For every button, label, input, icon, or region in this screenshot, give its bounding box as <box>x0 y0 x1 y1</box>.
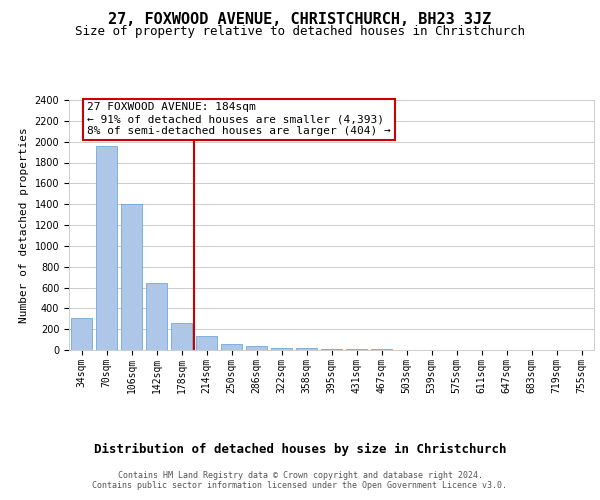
Bar <box>121 204 142 350</box>
Text: Distribution of detached houses by size in Christchurch: Distribution of detached houses by size … <box>94 442 506 456</box>
Y-axis label: Number of detached properties: Number of detached properties <box>19 127 29 323</box>
Bar <box>246 346 267 350</box>
Bar <box>346 349 367 350</box>
Bar <box>221 344 242 350</box>
Bar <box>71 318 92 350</box>
Bar <box>96 146 117 350</box>
Bar <box>171 324 192 350</box>
Bar <box>321 349 342 350</box>
Bar <box>146 282 167 350</box>
Text: Size of property relative to detached houses in Christchurch: Size of property relative to detached ho… <box>75 25 525 38</box>
Bar <box>271 348 292 350</box>
Text: 27 FOXWOOD AVENUE: 184sqm
← 91% of detached houses are smaller (4,393)
8% of sem: 27 FOXWOOD AVENUE: 184sqm ← 91% of detac… <box>87 102 391 136</box>
Bar <box>296 348 317 350</box>
Bar <box>196 336 217 350</box>
Text: 27, FOXWOOD AVENUE, CHRISTCHURCH, BH23 3JZ: 27, FOXWOOD AVENUE, CHRISTCHURCH, BH23 3… <box>109 12 491 28</box>
Text: Contains HM Land Registry data © Crown copyright and database right 2024.
Contai: Contains HM Land Registry data © Crown c… <box>92 470 508 490</box>
